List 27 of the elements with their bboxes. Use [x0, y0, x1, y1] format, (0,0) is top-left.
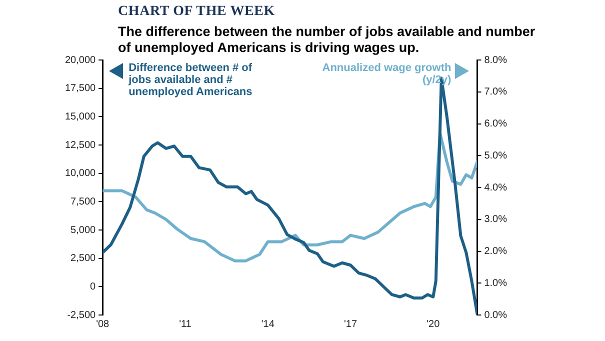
y-tick-label: 17,500	[64, 83, 96, 94]
y2-tick-label: 3.0%	[484, 214, 508, 226]
x-tick-label: '08	[96, 318, 110, 330]
y-tick-label: 15,000	[64, 111, 96, 122]
y-tick-label: 7,500	[70, 196, 96, 208]
y-tick-label: 0	[90, 281, 96, 292]
chart-title: CHART OF THE WEEK	[118, 4, 275, 20]
x-tick-label: '14	[261, 318, 275, 330]
y2-tick-label: 4.0%	[484, 182, 508, 194]
y-tick-label: 5,000	[70, 224, 96, 236]
y2-tick-label: 5.0%	[484, 150, 508, 162]
y2-tick-label: 0.0%	[484, 310, 508, 321]
y-tick-label: 2,500	[70, 253, 96, 264]
x-tick-label: '11	[179, 318, 192, 330]
x-tick-label: '17	[344, 318, 358, 330]
y2-tick-label: 1.0%	[484, 278, 508, 289]
y2-tick-label: 8.0%	[484, 54, 508, 66]
y2-tick-label: 6.0%	[484, 118, 508, 130]
y2-tick-label: 2.0%	[484, 246, 508, 257]
y-tick-label: 10,000	[64, 168, 96, 180]
y-tick-label: 20,000	[64, 54, 96, 66]
y-tick-label: 12,500	[64, 140, 96, 151]
legend-label: Difference between # of jobs available and # unemployed Americans	[128, 62, 254, 98]
y2-tick-label: 7.0%	[484, 86, 508, 98]
x-tick-label: '20	[426, 318, 440, 330]
y-tick-label: -2,500	[67, 310, 96, 321]
chart-subtitle: The difference between the number of jobs available and number of unemployed Americans is driving wages up.	[118, 24, 536, 56]
